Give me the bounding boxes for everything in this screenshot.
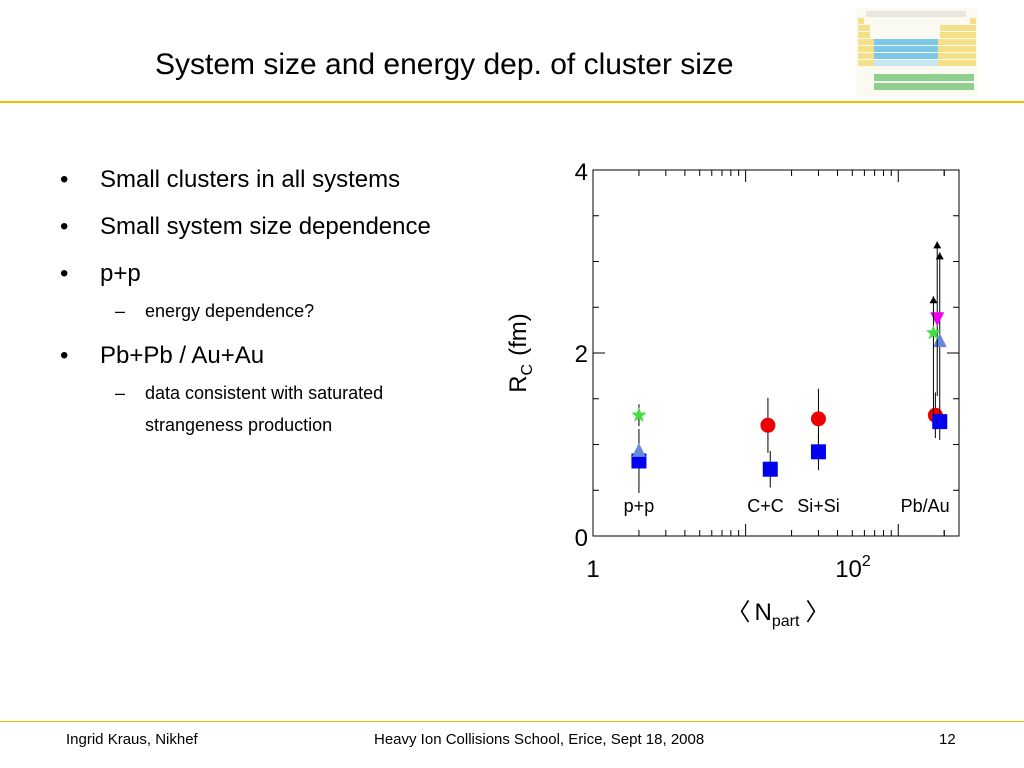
x-axis-open: 〈 — [727, 599, 751, 626]
data-markers — [631, 241, 948, 493]
bullet-item: • Small clusters in all systems — [60, 166, 520, 194]
circle-marker — [810, 411, 826, 427]
y-axis-sub: C — [519, 364, 536, 376]
triangle-up-marker — [932, 333, 947, 348]
system-label: C+C — [747, 496, 784, 516]
x-tick-label: 102 — [835, 553, 871, 583]
sub-bullet-marker: – — [115, 383, 126, 403]
bullet-text: Small system size dependence — [100, 213, 431, 240]
triangle-up-marker — [631, 442, 646, 457]
y-tick-label: 2 — [575, 341, 588, 368]
x-axis-close: 〉 — [805, 599, 829, 626]
sub-bullet-text: energy dependence? — [145, 301, 315, 321]
x-axis-main: N — [755, 599, 772, 626]
y-axis-label: RC (fm) — [505, 313, 536, 393]
page-number: 12 — [939, 731, 956, 748]
plot-frame — [592, 169, 960, 537]
title-divider — [0, 101, 1024, 103]
footer-event: Heavy Ion Collisions School, Erice, Sept… — [374, 731, 705, 748]
footer-divider — [0, 721, 1024, 722]
footer-author: Ingrid Kraus, Nikhef — [66, 731, 198, 748]
circle-marker — [760, 417, 776, 433]
system-label: Si+Si — [797, 496, 840, 516]
square-marker — [932, 414, 948, 430]
system-label: p+p — [624, 496, 655, 516]
y-axis-unit: (fm) — [505, 313, 532, 356]
triangle-down-marker — [930, 312, 945, 327]
square-marker — [810, 444, 826, 460]
limit-arrow — [929, 296, 938, 304]
sub-bullet-item: – data consistent with saturated strange… — [60, 377, 520, 441]
bullet-item: • Pb+Pb / Au+Au — [60, 342, 520, 370]
ptable-cells — [858, 18, 976, 90]
bullet-text: Pb+Pb / Au+Au — [100, 342, 265, 369]
bullet-text: p+p — [100, 260, 141, 287]
x-tick-base: 10 — [835, 556, 862, 583]
bullet-marker: • — [60, 342, 69, 369]
slide-title: System size and energy dep. of cluster s… — [155, 48, 734, 81]
limit-arrow — [935, 252, 944, 260]
bullet-marker: • — [60, 166, 69, 193]
y-axis-main: R — [505, 375, 532, 392]
limit-arrow — [933, 241, 942, 249]
square-marker — [762, 461, 778, 477]
system-labels: p+p C+C Si+Si Pb/Au — [624, 496, 950, 516]
x-axis-sub: part — [772, 613, 800, 630]
y-tick-label: 0 — [575, 525, 588, 552]
axis-ticks — [592, 169, 959, 537]
bullet-item: • Small system size dependence — [60, 213, 520, 241]
bullet-marker: • — [60, 260, 69, 287]
bullet-list: • Small clusters in all systems • Small … — [60, 166, 520, 456]
periodic-table-image — [856, 8, 978, 96]
bullet-text: Small clusters in all systems — [100, 166, 401, 193]
bullet-marker: • — [60, 213, 69, 240]
sub-bullet-item: – energy dependence? — [60, 295, 520, 327]
cluster-size-chart: 4 2 0 1 102 〈 Npart 〉 RC(fm) p+p C+C Si+Si Pb… — [505, 159, 960, 630]
square-marker — [631, 453, 647, 469]
sub-bullet-marker: – — [115, 301, 126, 321]
star-marker — [925, 324, 941, 340]
sub-bullet-text: data consistent with saturated — [145, 383, 384, 403]
sub-bullet-text-cont: strangeness production — [145, 415, 333, 435]
bullet-item: • p+p — [60, 260, 520, 288]
x-tick-label: 1 — [586, 556, 599, 583]
y-tick-label: 4 — [575, 159, 588, 186]
x-axis-label: 〈 Npart 〉 — [727, 599, 830, 630]
x-tick-exponent: 2 — [862, 553, 871, 570]
star-marker — [631, 407, 647, 422]
system-label: Pb/Au — [901, 496, 950, 516]
